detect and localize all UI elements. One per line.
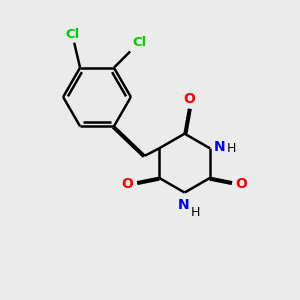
Text: O: O <box>236 177 248 191</box>
Text: N: N <box>214 140 225 154</box>
Text: N: N <box>177 198 189 212</box>
Text: Cl: Cl <box>66 28 80 40</box>
Text: H: H <box>190 206 200 219</box>
Text: H: H <box>226 142 236 155</box>
Text: O: O <box>122 177 134 191</box>
Text: O: O <box>183 92 195 106</box>
Text: Cl: Cl <box>133 36 147 50</box>
